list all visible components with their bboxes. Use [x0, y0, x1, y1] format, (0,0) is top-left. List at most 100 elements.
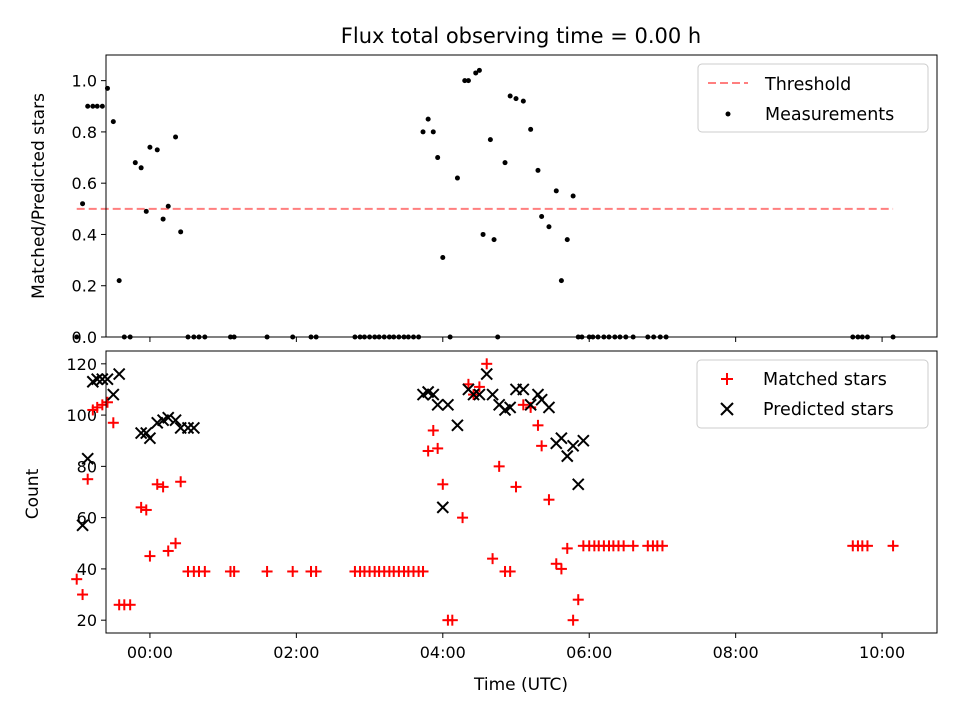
matched-stars-point	[310, 565, 322, 577]
predicted-stars-point	[503, 401, 517, 414]
predicted-stars-point	[572, 478, 585, 491]
matched-stars-point	[446, 614, 458, 626]
predicted-stars-point	[431, 398, 444, 412]
predicted-stars-point	[441, 398, 455, 412]
legend-threshold-label: Threshold	[764, 75, 851, 95]
top-y-axis-label: Matched/Predicted stars	[29, 93, 49, 299]
matched-stars-point	[656, 540, 668, 552]
measurements-point	[473, 70, 479, 76]
bottom-y-tick-label: 60	[77, 509, 97, 528]
bottom-x-tick-label: 08:00	[713, 643, 759, 662]
legend-matched-label: Matched stars	[763, 370, 887, 390]
predicted-stars-point	[140, 426, 153, 440]
predicted-stars-point	[101, 372, 114, 386]
measurements-point	[165, 203, 171, 209]
measurements-point	[435, 155, 441, 161]
measurements-point	[454, 175, 460, 181]
measurements-point	[132, 160, 138, 166]
bottom-x-tick-label: 10:00	[859, 643, 905, 662]
legend-measurements-swatch	[725, 111, 731, 117]
predicted-stars-point	[577, 434, 590, 447]
measurements-point	[539, 214, 545, 220]
measurements-point	[462, 78, 468, 84]
matched-stars-point	[422, 445, 434, 457]
top-y-tick-label: 0.8	[72, 123, 97, 142]
measurements-point	[546, 224, 552, 230]
matched-stars-point	[417, 565, 429, 577]
matched-stars-point	[510, 481, 522, 493]
matched-stars-point	[199, 565, 211, 577]
matched-stars-point	[162, 545, 174, 557]
measurements-point	[570, 193, 576, 199]
matched-stars-point	[462, 378, 474, 390]
predicted-stars-point	[524, 398, 537, 412]
predicted-stars-point	[542, 401, 556, 414]
predicted-stars-point	[561, 449, 574, 463]
measurements-point	[90, 103, 96, 109]
matched-stars-point	[550, 558, 562, 570]
bottom-x-tick-label: 00:00	[127, 643, 173, 662]
predicted-stars-point	[181, 421, 195, 435]
measurements-point	[564, 237, 570, 243]
measurements-point	[147, 144, 153, 150]
top-plot-area: 0.0 0.2 0.4 0.6 0.8 1.0 Threshold Measurement…	[72, 54, 938, 347]
matched-stars-point	[504, 565, 516, 577]
matched-stars-point	[618, 540, 630, 552]
predicted-stars-point	[517, 383, 530, 396]
matched-stars-point	[887, 540, 899, 552]
bottom-x-tick-label: 06:00	[566, 643, 612, 662]
top-y-tick-label: 0.2	[72, 277, 97, 296]
top-legend: Threshold Measurements	[697, 63, 929, 133]
matched-stars-point	[861, 540, 873, 552]
measurements-point	[430, 129, 436, 135]
predicted-stars-point	[451, 419, 464, 432]
legend-predicted-swatch	[720, 402, 734, 416]
measurements-point	[85, 103, 91, 109]
matched-stars-point	[124, 599, 136, 611]
matched-stars-point	[487, 553, 499, 565]
matched-stars-point	[140, 504, 152, 516]
measurements-point	[99, 103, 105, 109]
top-y-tick-label: 0.6	[72, 174, 97, 193]
measurements-point	[553, 188, 559, 194]
measurements-point	[476, 67, 482, 73]
matched-stars-point	[101, 396, 113, 408]
predicted-stars-point	[187, 421, 201, 435]
predicted-stars-point	[480, 367, 493, 381]
matched-stars-point	[437, 478, 449, 490]
matched-stars-point	[91, 401, 103, 413]
measurements-point	[480, 231, 486, 237]
matched-stars-point	[543, 494, 555, 506]
bottom-y-tick-label: 20	[77, 611, 97, 630]
matched-stars-point	[261, 565, 273, 577]
bottom-x-tick-label: 04:00	[420, 643, 466, 662]
predicted-stars-point	[169, 414, 182, 427]
measurements-point	[80, 201, 86, 207]
measurements-point	[513, 96, 519, 102]
bottom-series-layer	[71, 358, 899, 626]
top-legend-box	[697, 63, 929, 133]
measurements-point	[110, 119, 116, 125]
predicted-stars-point	[467, 388, 480, 401]
predicted-stars-point	[436, 501, 450, 514]
matched-stars-point	[481, 358, 493, 370]
predicted-stars-point	[427, 388, 440, 401]
matched-stars-point	[567, 614, 579, 626]
measurements-point	[420, 129, 426, 135]
measurements-point	[173, 134, 179, 140]
matched-stars-point	[517, 399, 529, 411]
matched-stars-point	[170, 537, 182, 549]
predicted-stars-point	[566, 439, 580, 453]
predicted-stars-point	[112, 367, 126, 381]
legend-measurements-label: Measurements	[765, 105, 894, 125]
measurements-point	[487, 137, 493, 143]
matched-stars-point	[555, 563, 567, 575]
bottom-legend-box	[696, 359, 929, 429]
bottom-legend: Matched stars Predicted stars	[696, 359, 929, 429]
bottom-y-axis-label: Count	[23, 468, 43, 519]
matched-stars-point	[107, 417, 119, 429]
bottom-plot-frame	[105, 350, 938, 634]
predicted-stars-point	[486, 388, 499, 401]
predicted-stars-point	[134, 426, 148, 440]
